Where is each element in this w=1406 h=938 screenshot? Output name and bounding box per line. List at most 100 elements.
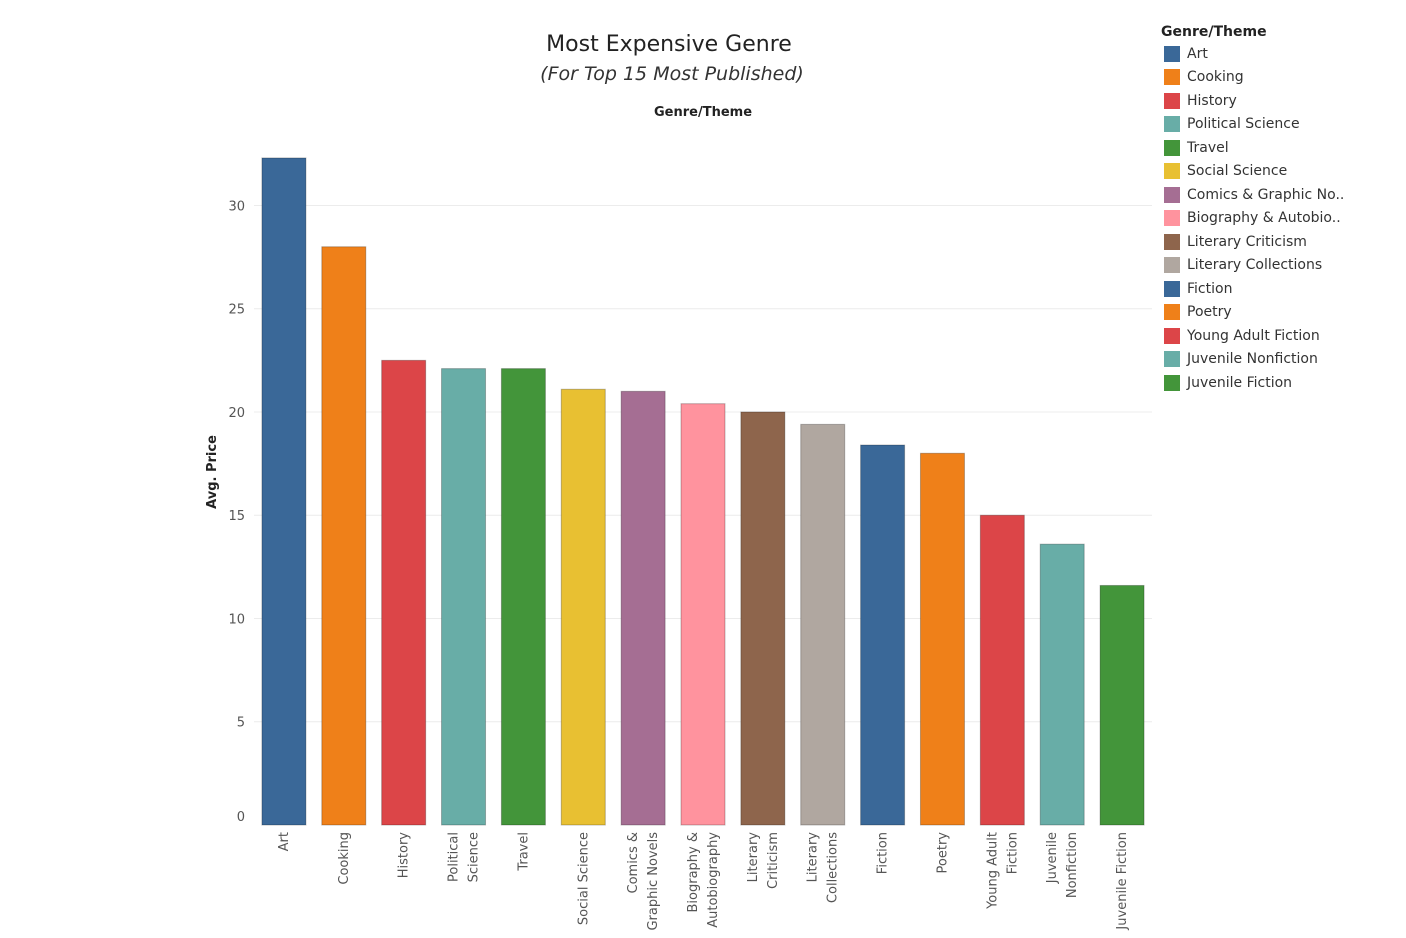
legend-label: Poetry — [1187, 304, 1232, 321]
legend-item[interactable]: History — [1161, 89, 1361, 113]
legend-label: Travel — [1187, 139, 1229, 156]
x-tick-label: Young Adult Fiction — [985, 832, 1020, 910]
bar-young-adult-fiction — [979, 514, 1025, 826]
legend-label: Social Science — [1187, 163, 1288, 180]
legend-item[interactable]: Juvenile Fiction — [1161, 371, 1361, 395]
x-tick-label-line: Political — [447, 832, 462, 882]
y-tick-label: 25 — [228, 303, 245, 318]
legend-label: Literary Collections — [1187, 257, 1323, 274]
legend-item[interactable]: Fiction — [1161, 277, 1361, 301]
legend-swatch — [1164, 327, 1180, 344]
y-axis-title: Avg. Price — [205, 435, 220, 509]
x-tick-label: Literary Criticism — [746, 832, 781, 889]
bar-travel — [500, 368, 546, 826]
legend-item[interactable]: Literary Criticism — [1161, 230, 1361, 254]
x-tick-label-line: Travel — [516, 832, 531, 872]
y-tick-label: 10 — [228, 612, 245, 627]
x-tick-label: Art — [277, 832, 292, 851]
x-tick-label-line: Biography & — [686, 832, 701, 913]
legend-swatch — [1164, 233, 1180, 250]
y-tick-label: 5 — [237, 716, 245, 731]
legend-swatch — [1164, 139, 1180, 156]
legend-label: Cooking — [1187, 69, 1244, 86]
y-tick-label: 30 — [228, 199, 245, 214]
x-tick-label-line: Juvenile Fiction — [1115, 832, 1130, 931]
x-tick-label-line: Poetry — [935, 832, 950, 874]
legend-swatch — [1164, 116, 1180, 133]
x-tick-label-line: Comics & — [626, 832, 641, 894]
legend-item[interactable]: Travel — [1161, 136, 1361, 160]
legend-item[interactable]: Comics & Graphic No.. — [1161, 183, 1361, 207]
bar-poetry — [919, 452, 965, 826]
legend-item[interactable]: Literary Collections — [1161, 254, 1361, 278]
x-tick-label: History — [397, 832, 412, 879]
x-tick-label: Juvenile Fiction — [1115, 832, 1130, 931]
legend-item[interactable]: Cooking — [1161, 66, 1361, 90]
bars — [261, 157, 1145, 826]
x-tick-label: Political Science — [447, 832, 482, 882]
legend-item[interactable]: Political Science — [1161, 113, 1361, 137]
x-tick-label: Cooking — [337, 832, 352, 885]
x-tick-label-line: History — [397, 832, 412, 879]
x-tick-label: Fiction — [876, 832, 891, 874]
bar-juvenile-nonfiction — [1039, 543, 1085, 826]
legend-label: Political Science — [1187, 116, 1300, 133]
legend: Genre/Theme Art Cooking History Political S… — [1161, 22, 1361, 395]
x-tick-label-line: Art — [277, 832, 292, 851]
legend-swatch — [1164, 257, 1180, 274]
legend-label: Art — [1187, 45, 1208, 62]
legend-label: Juvenile Nonfiction — [1187, 351, 1318, 368]
x-tick-label: Comics & Graphic Novels — [626, 832, 661, 931]
x-tick-label: Social Science — [576, 832, 591, 925]
x-tick-label: Literary Collections — [806, 832, 841, 903]
legend-title: Genre/Theme — [1161, 24, 1267, 40]
bar-biography-autobiography — [680, 403, 726, 826]
bar-comics-graphic-novels — [620, 390, 666, 826]
x-tick-label-line: Criticism — [766, 832, 781, 889]
x-tick-label-line: Literary — [806, 832, 821, 883]
bar-literary-collections — [800, 423, 846, 826]
legend-item[interactable]: Biography & Autobio.. — [1161, 207, 1361, 231]
x-tick-label-line: Collections — [826, 832, 841, 903]
legend-label: Fiction — [1187, 280, 1233, 297]
x-axis-labels: Art Cooking History Political Science Travel S… — [277, 832, 1130, 931]
x-tick-label-line: Literary — [746, 832, 761, 883]
bar-political-science — [441, 368, 487, 826]
x-tick-label-line: Social Science — [576, 832, 591, 925]
legend-item[interactable]: Poetry — [1161, 301, 1361, 325]
bar-social-science — [560, 388, 606, 826]
x-tick-label-line: Fiction — [1005, 832, 1020, 874]
y-tick-label: 15 — [228, 509, 245, 524]
x-tick-label-line: Graphic Novels — [646, 832, 661, 931]
x-tick-label-line: Fiction — [876, 832, 891, 874]
x-tick-label-line: Autobiography — [706, 832, 721, 928]
x-tick-label-line: Nonfiction — [1065, 832, 1080, 898]
legend-label: Biography & Autobio.. — [1187, 210, 1341, 227]
y-tick-label: 20 — [228, 406, 245, 421]
legend-item[interactable]: Art — [1161, 42, 1361, 66]
bar-cooking — [321, 246, 367, 826]
bar-art — [261, 157, 307, 826]
y-tick-label: 0 — [237, 810, 245, 825]
legend-swatch — [1164, 374, 1180, 391]
y-axis-ticks: 0 5 10 15 20 25 30 — [228, 199, 245, 825]
x-tick-label-line: Cooking — [337, 832, 352, 885]
legend-label: History — [1187, 92, 1237, 109]
x-tick-label-line: Science — [467, 832, 482, 882]
legend-label: Juvenile Fiction — [1187, 374, 1293, 391]
legend-swatch — [1164, 163, 1180, 180]
legend-swatch — [1164, 186, 1180, 203]
legend-swatch — [1164, 304, 1180, 321]
legend-label: Literary Criticism — [1187, 233, 1307, 250]
legend-swatch — [1164, 45, 1180, 62]
x-tick-label-line: Young Adult — [985, 832, 1000, 910]
bar-juvenile-fiction — [1099, 584, 1145, 826]
legend-label: Comics & Graphic No.. — [1187, 186, 1345, 203]
legend-item[interactable]: Young Adult Fiction — [1161, 324, 1361, 348]
legend-swatch — [1164, 92, 1180, 109]
legend-item[interactable]: Juvenile Nonfiction — [1161, 348, 1361, 372]
chart-subtitle: (For Top 15 Most Published) — [540, 63, 804, 85]
bar-fiction — [860, 444, 906, 826]
legend-item[interactable]: Social Science — [1161, 160, 1361, 184]
chart-title: Most Expensive Genre — [546, 32, 792, 57]
